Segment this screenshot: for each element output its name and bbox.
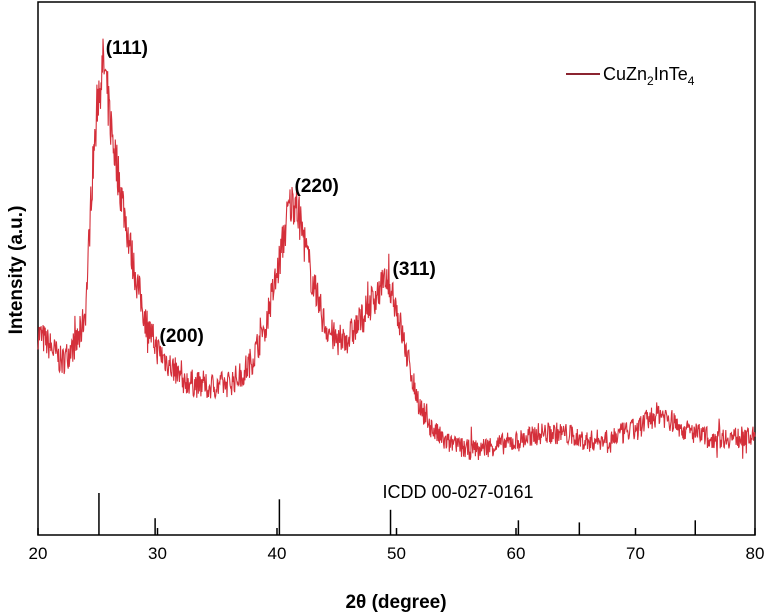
x-tick-label-70: 70	[626, 544, 645, 563]
peak-label-2: (220)	[295, 176, 339, 197]
legend-middle: InTe	[654, 64, 688, 84]
x-tick-label-80: 80	[746, 544, 765, 563]
peak-label-3: (311)	[393, 259, 436, 280]
x-tick-label-40: 40	[268, 544, 287, 563]
x-tick-label-60: 60	[507, 544, 526, 563]
reference-label: ICDD 00-027-0161	[382, 482, 533, 502]
peak-label-0: (111)	[106, 38, 148, 59]
series-line-0	[37, 38, 756, 461]
peak-label-1: (200)	[160, 326, 204, 347]
legend-prefix: CuZn	[603, 64, 647, 84]
legend-sub2: 4	[688, 74, 695, 88]
x-tick-label-30: 30	[148, 544, 167, 563]
x-tick-label-50: 50	[387, 544, 406, 563]
x-tick-label-20: 20	[29, 544, 48, 563]
x-axis-title: 2θ (degree)	[345, 592, 446, 613]
legend-label: CuZn2InTe4	[603, 64, 695, 88]
peak-labels: (111) (200) (220) (311)	[106, 38, 436, 347]
legend: CuZn2InTe4	[566, 64, 695, 88]
reference-lines	[98, 493, 696, 535]
series-group	[37, 38, 756, 461]
y-axis-title: Intensity (a.u.)	[6, 206, 27, 335]
x-axis-ticks: 20 30 40 50 60 70 80	[29, 528, 765, 563]
legend-sub1: 2	[647, 74, 654, 88]
